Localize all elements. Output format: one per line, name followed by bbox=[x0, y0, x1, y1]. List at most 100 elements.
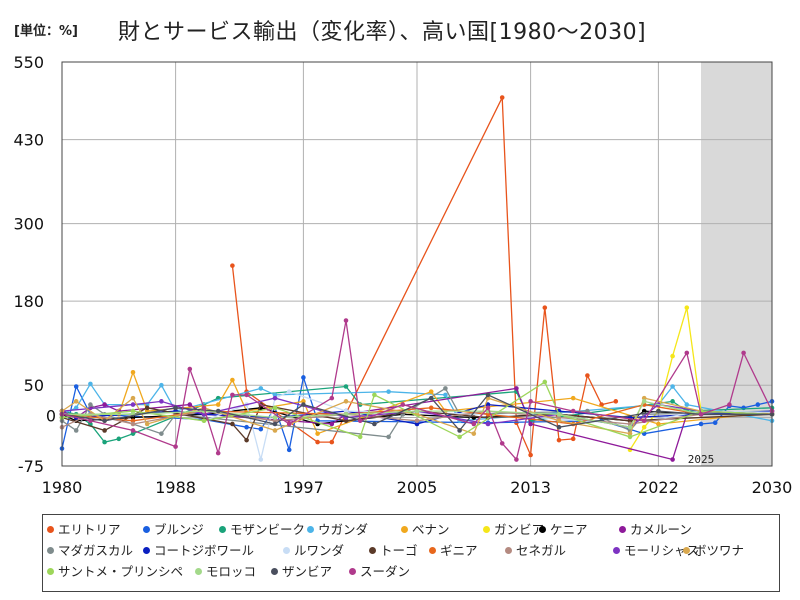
data-point bbox=[301, 402, 306, 407]
data-point bbox=[230, 263, 235, 268]
legend-marker bbox=[683, 547, 690, 554]
data-point bbox=[272, 415, 278, 420]
data-point bbox=[102, 439, 107, 445]
data-point bbox=[372, 392, 377, 398]
data-point bbox=[230, 392, 235, 398]
legend-item: ウガンダ bbox=[307, 519, 368, 538]
legend-item: ギニア bbox=[429, 540, 478, 559]
series-line-3 bbox=[61, 382, 773, 422]
data-point bbox=[88, 418, 93, 424]
data-point bbox=[130, 421, 136, 427]
data-point bbox=[329, 439, 335, 445]
data-point bbox=[357, 434, 363, 440]
line-chart: 550 430 300 180 500 -75 1980 1988 1997 2005 2013 20… bbox=[13, 53, 792, 497]
data-point bbox=[755, 402, 761, 407]
data-point bbox=[570, 436, 576, 442]
legend-label: ギニア bbox=[440, 543, 478, 558]
legend-label: ガンビア bbox=[494, 522, 545, 537]
legend-marker bbox=[619, 526, 626, 533]
data-point bbox=[144, 405, 150, 411]
legend-item: モザンビーク bbox=[219, 519, 305, 538]
data-point bbox=[215, 402, 221, 407]
data-point bbox=[698, 421, 704, 427]
data-point bbox=[343, 418, 349, 424]
data-point bbox=[343, 384, 349, 389]
data-point bbox=[343, 399, 349, 404]
data-point bbox=[641, 399, 647, 404]
legend-item: セネガル bbox=[505, 540, 566, 559]
y-tick-label: 300 bbox=[13, 215, 44, 234]
legend-marker bbox=[349, 568, 356, 575]
data-point bbox=[286, 389, 292, 394]
legend-label: ブルンジ bbox=[154, 522, 204, 537]
data-point bbox=[570, 408, 576, 414]
data-point bbox=[471, 431, 477, 436]
legend-item: モロッコ bbox=[195, 561, 256, 580]
data-point bbox=[528, 421, 533, 427]
data-point bbox=[485, 392, 491, 398]
data-point bbox=[556, 415, 562, 420]
legend-label: ザンビア bbox=[282, 564, 333, 579]
legend-marker bbox=[47, 547, 54, 554]
legend-item: マダガスカル bbox=[47, 540, 133, 559]
data-point bbox=[116, 436, 122, 442]
data-point bbox=[485, 421, 491, 427]
data-point bbox=[627, 434, 633, 440]
data-point bbox=[556, 437, 562, 443]
legend-label: サントメ・プリンシペ bbox=[58, 564, 184, 579]
data-point bbox=[102, 428, 107, 433]
legend-item: スーダン bbox=[349, 561, 410, 580]
data-point bbox=[73, 428, 79, 433]
data-point bbox=[414, 421, 420, 427]
data-point bbox=[201, 405, 207, 411]
data-point bbox=[130, 395, 136, 401]
data-point bbox=[499, 441, 505, 446]
series-line-13 bbox=[61, 410, 772, 428]
forecast-year-label: 2025 bbox=[688, 453, 715, 466]
data-point bbox=[712, 420, 718, 425]
data-point bbox=[88, 381, 93, 387]
data-point bbox=[656, 408, 661, 414]
data-point bbox=[443, 392, 448, 398]
legend-item: トーゴ bbox=[369, 540, 418, 559]
legend-marker bbox=[219, 526, 226, 533]
data-point bbox=[556, 411, 562, 417]
plot-frame bbox=[61, 61, 773, 467]
data-point bbox=[159, 431, 164, 436]
unit-label: [単位：%] bbox=[14, 24, 78, 39]
x-tick-label: 2005 bbox=[397, 478, 438, 497]
legend-item: ボツワナ bbox=[683, 540, 744, 559]
data-point bbox=[73, 399, 79, 404]
series-lines-layer bbox=[59, 95, 775, 462]
data-point bbox=[414, 408, 420, 414]
data-point bbox=[272, 428, 278, 433]
data-point bbox=[343, 318, 349, 323]
legend-item: ルワンダ bbox=[283, 540, 344, 559]
data-point bbox=[144, 421, 150, 427]
data-point bbox=[272, 392, 278, 398]
data-point bbox=[130, 418, 136, 424]
data-point bbox=[357, 418, 363, 424]
data-point bbox=[684, 402, 690, 407]
legend-marker bbox=[369, 547, 376, 554]
data-point bbox=[187, 366, 193, 372]
data-point bbox=[286, 421, 292, 427]
legend-label: モザンビーク bbox=[230, 522, 306, 537]
legend-label: ボツワナ bbox=[694, 543, 745, 558]
legend-marker bbox=[283, 547, 290, 554]
data-point bbox=[670, 399, 675, 404]
legend-marker bbox=[613, 547, 620, 554]
legend-marker bbox=[401, 526, 408, 533]
data-point bbox=[542, 305, 548, 310]
data-point bbox=[230, 377, 235, 383]
legend-item: ザンビア bbox=[271, 561, 332, 580]
legend-item: ブルンジ bbox=[143, 519, 204, 538]
legend-marker bbox=[539, 526, 546, 533]
data-point bbox=[684, 305, 690, 310]
data-point bbox=[386, 389, 391, 394]
data-point bbox=[428, 405, 434, 411]
data-point bbox=[286, 447, 292, 453]
data-point bbox=[130, 408, 136, 414]
data-point bbox=[272, 418, 278, 424]
series-line-15 bbox=[61, 397, 773, 435]
